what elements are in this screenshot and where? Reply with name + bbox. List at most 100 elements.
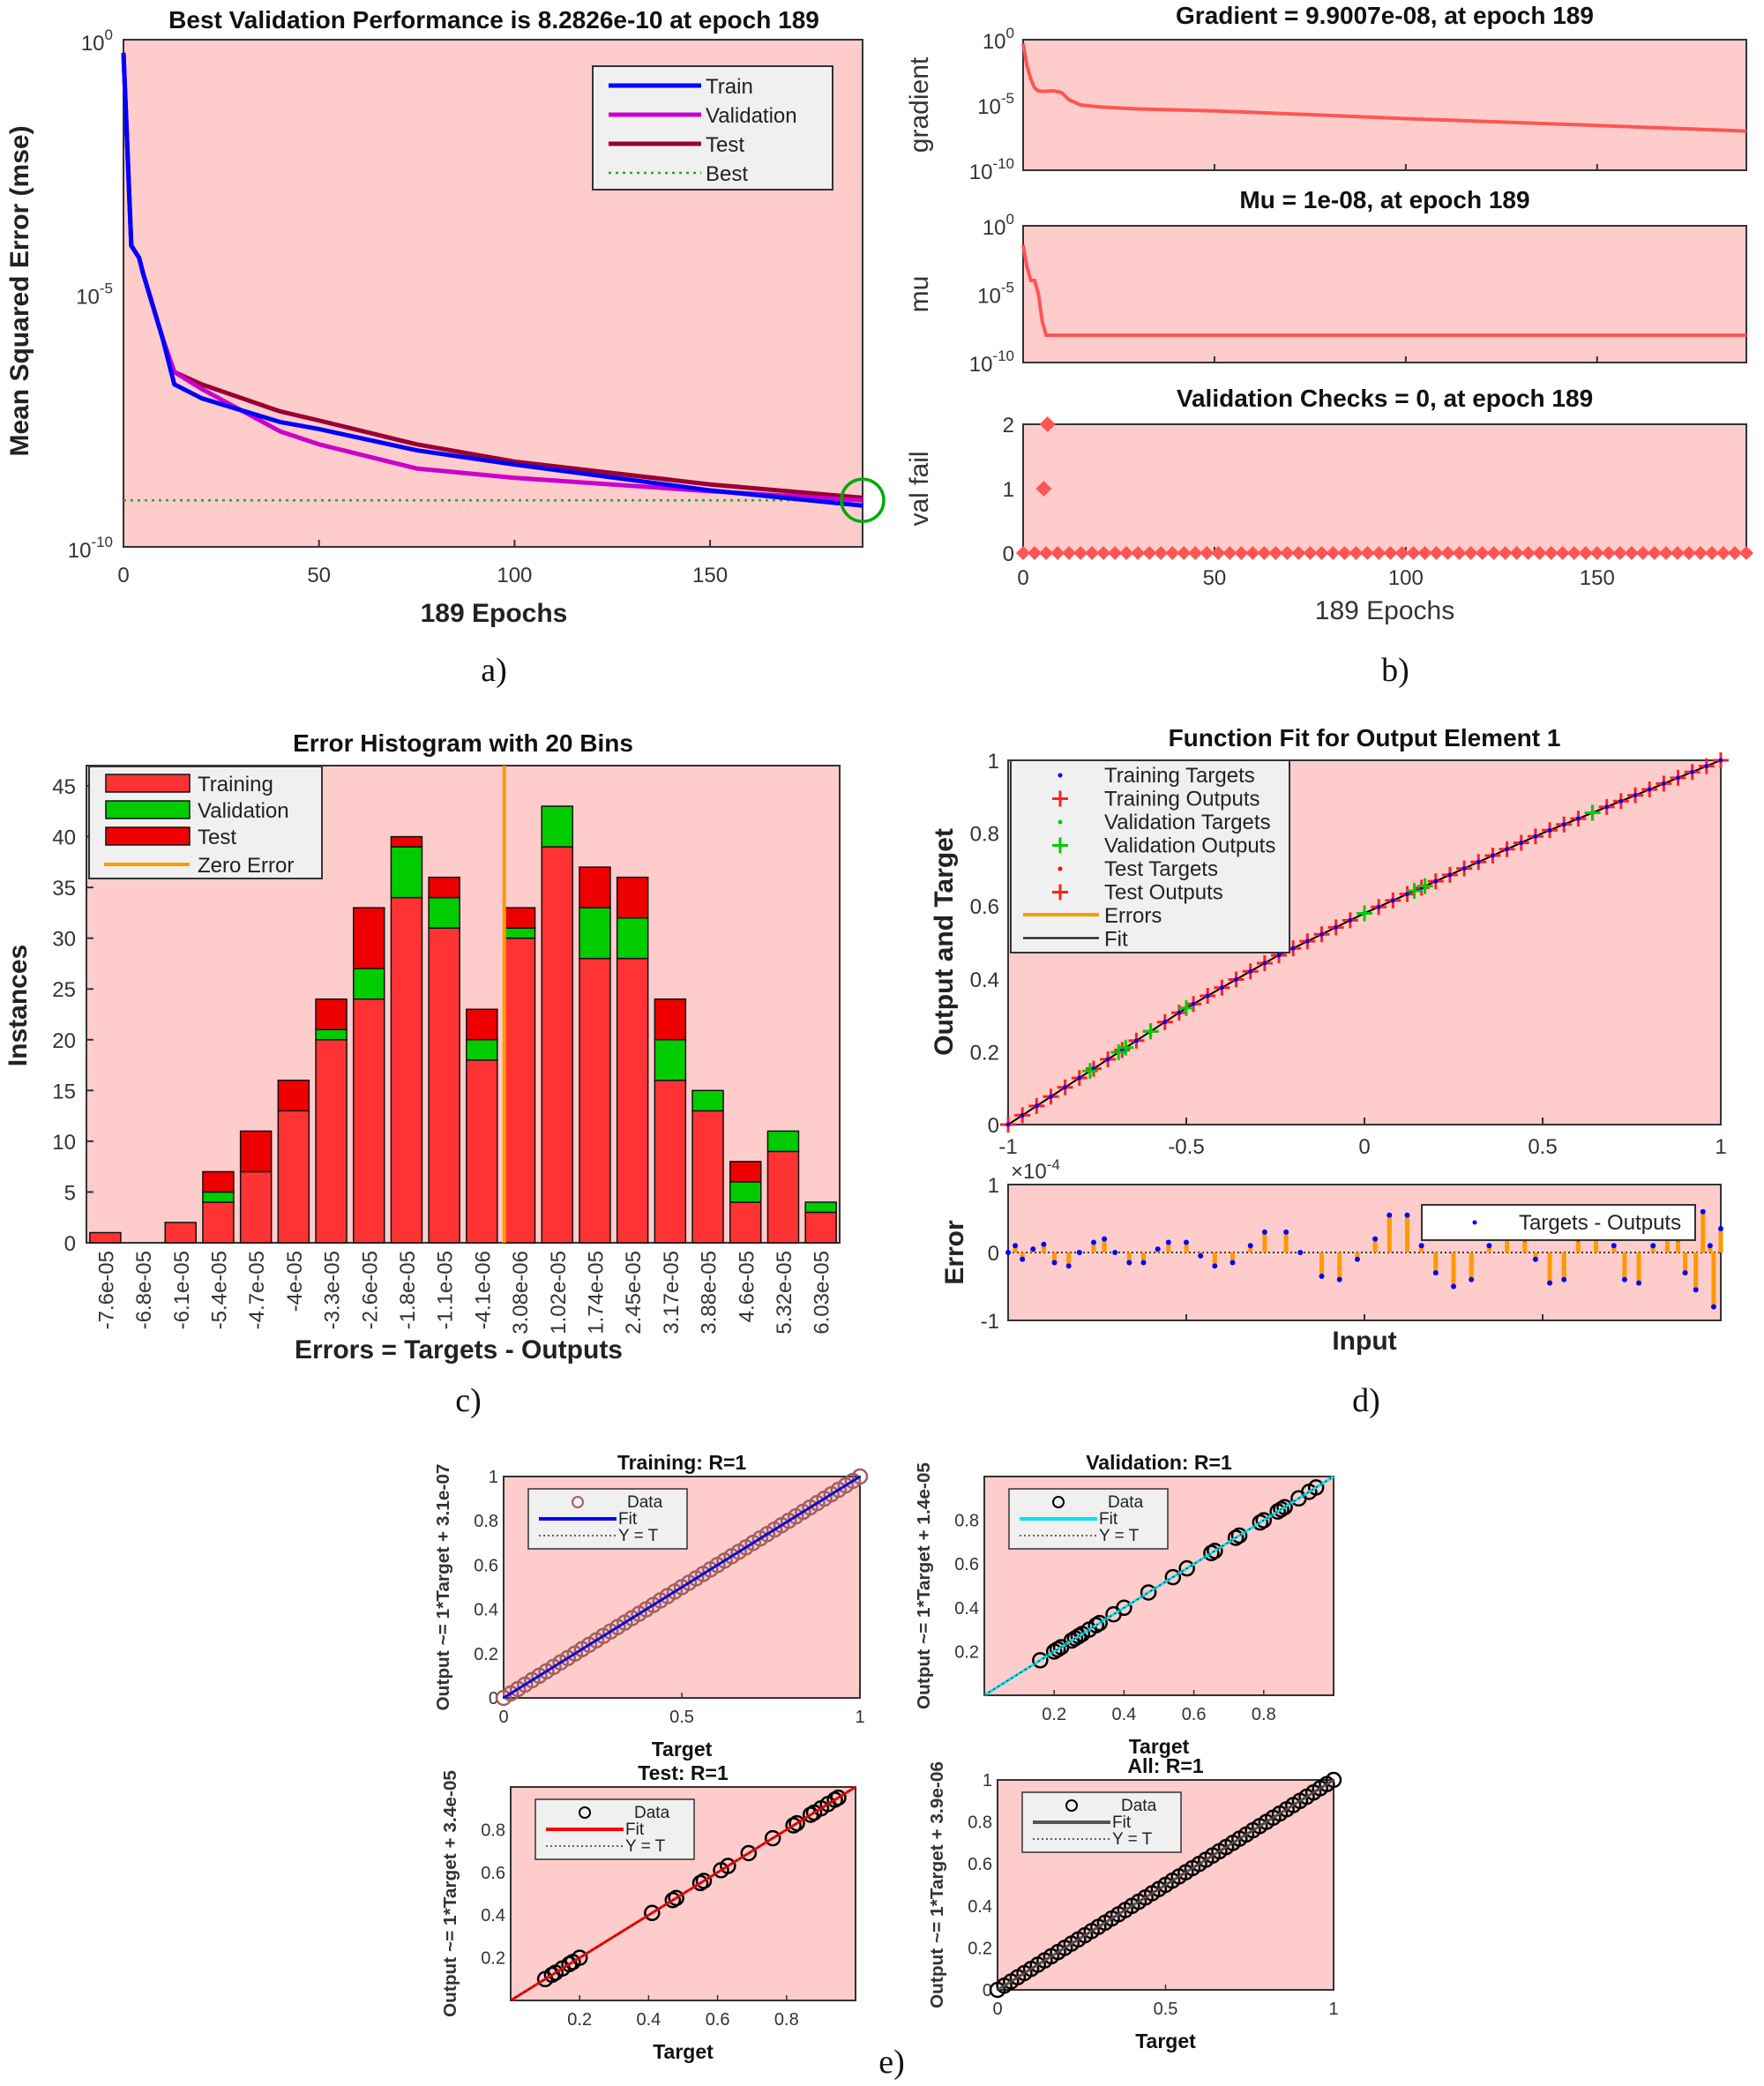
error-legend: Targets - Outputs (1421, 1204, 1696, 1241)
data-marker (1276, 1499, 1293, 1515)
y-tick-label: 0.2 (474, 1645, 498, 1664)
training-target-marker (1704, 764, 1709, 769)
y-tick-label-exponent: 0 (1006, 25, 1014, 41)
y-tick-label: 5 (64, 1181, 76, 1205)
bar-validation (466, 1039, 498, 1061)
data-marker (1307, 1479, 1325, 1496)
y-axis-label: Instances (4, 945, 33, 1066)
val-fail-point (1383, 546, 1398, 560)
chart-title: All: R=1 (1127, 1754, 1203, 1777)
x-tick-label: 0.6 (1182, 1705, 1207, 1724)
bar-validation (654, 1039, 687, 1081)
error-marker (1336, 1276, 1342, 1282)
plot-area (1022, 423, 1747, 554)
x-tick-label: 3.08e-06 (509, 1251, 533, 1335)
training-target-marker (1248, 968, 1253, 974)
bar-validation (804, 1201, 837, 1214)
y-tick-label: 1 (988, 750, 999, 774)
training-target-marker (1034, 1103, 1039, 1109)
chart-title: Validation: R=1 (1086, 1451, 1232, 1474)
y-tick-label: 0.8 (970, 823, 999, 847)
x-tick-label: 0.2 (567, 2010, 592, 2030)
legend-swatch (579, 1806, 591, 1819)
bar-test (654, 998, 687, 1041)
bar-validation (390, 846, 423, 899)
legend-label: Y = T (625, 1837, 666, 1856)
legend-label: Fit (618, 1510, 638, 1529)
x-axis-label: 189 Epochs (421, 599, 568, 628)
legend-label: Training Targets (1104, 764, 1255, 788)
val-fail-point (1119, 546, 1134, 560)
error-marker (1198, 1252, 1204, 1259)
training-target-marker (1490, 853, 1495, 858)
subplot-title: Gradient = 9.9007e-08, at epoch 189 (1176, 2, 1594, 29)
y-axis-label: gradient (905, 56, 934, 153)
bar-training (691, 1110, 724, 1244)
bar-validation (503, 927, 536, 939)
val-fail-point (1085, 546, 1100, 560)
error-marker (1710, 1304, 1716, 1310)
val-fail-point (1035, 481, 1052, 497)
legend-swatch (572, 1496, 584, 1508)
val-fail-point (1039, 416, 1056, 432)
legend-label: Targets - Outputs (1519, 1211, 1681, 1235)
error-marker (1261, 1229, 1267, 1235)
legend-label: Fit (1099, 1510, 1118, 1529)
y-tick-label-exponent: -5 (100, 280, 113, 297)
x-axis-label: Target (1129, 1735, 1190, 1758)
fit-line (997, 1778, 1334, 1992)
training-target-marker (1561, 822, 1566, 827)
val-fail-point (1211, 546, 1226, 560)
y-tick-label: 0 (988, 1242, 999, 1266)
y-tick-label: 30 (52, 928, 76, 952)
bar-training (766, 1150, 800, 1244)
y-axis-label: Output ~= 1*Target + 3.9e-06 (928, 1761, 947, 2008)
x-tick-label: -6.8e-05 (132, 1251, 156, 1329)
legend-swatch (1058, 773, 1063, 778)
figure-label-d: d) (1352, 1382, 1380, 1419)
error-marker (1041, 1241, 1047, 1247)
y-tick-label: 10-5 (977, 90, 1014, 119)
training-target-marker (1604, 804, 1610, 810)
x-tick-label: 150 (1580, 566, 1615, 590)
val-fail-point (1050, 546, 1065, 560)
y-tick-label-base: 10 (983, 216, 1006, 240)
data-marker (851, 1468, 869, 1485)
val-fail-point (1291, 546, 1306, 560)
training-target-marker (1575, 816, 1581, 821)
regression-chart-all: All: R=1 Target Output ~= 1*Target + 3.9e-… (928, 1754, 1342, 2052)
y-tick-label: -1 (981, 1310, 999, 1334)
plot-area (1022, 39, 1747, 171)
x-tick-label: -3.3e-05 (321, 1251, 345, 1329)
x-tick-label: -4.1e-06 (471, 1251, 495, 1329)
bar-test (239, 1130, 273, 1173)
y-tick-label-base: 10 (969, 353, 993, 377)
error-marker (1700, 1208, 1706, 1215)
x-tick-label: 6.03e-05 (811, 1251, 834, 1335)
x-tick-label: 0 (498, 1708, 508, 1727)
chart-title: Test: R=1 (638, 1761, 729, 1784)
legend-label: Test Targets (1104, 857, 1218, 881)
x-tick-label: 0.8 (774, 2010, 799, 2030)
legend-label: Data (1121, 1797, 1157, 1815)
bar-training (804, 1211, 837, 1244)
fit-line (983, 1475, 1334, 1697)
y-tick-label: 0.4 (481, 1906, 505, 1925)
error-marker (1650, 1243, 1656, 1249)
val-fail-point (1406, 546, 1421, 560)
val-fail-point (1073, 546, 1088, 560)
legend-box (1421, 1204, 1696, 1241)
legend-label: Train (706, 75, 753, 99)
y-axis-label: Output ~= 1*Target + 3.1e-07 (434, 1464, 453, 1711)
data-marker (695, 1873, 713, 1889)
val-fail-point (1188, 546, 1203, 560)
plot-area (1022, 225, 1747, 363)
legend: Training Validation Test Zero Error (88, 766, 323, 879)
best-epoch-marker (840, 477, 886, 523)
legend-box (1010, 759, 1290, 953)
training-target-marker (1647, 787, 1652, 792)
y-tick-label: 0.2 (968, 1939, 992, 1958)
legend-label: Data (1108, 1493, 1144, 1512)
